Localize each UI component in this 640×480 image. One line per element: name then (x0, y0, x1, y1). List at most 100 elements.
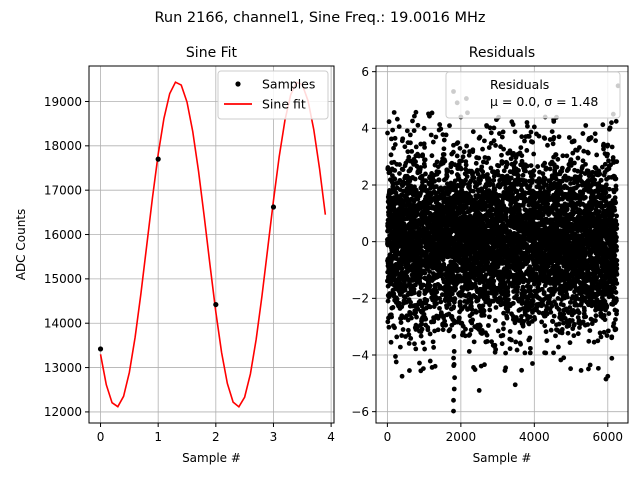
residual-point (518, 341, 523, 347)
residual-point (522, 138, 527, 144)
residual-point (477, 323, 483, 329)
residual-point (564, 206, 570, 212)
residual-point (509, 337, 514, 343)
residual-point (470, 188, 476, 194)
residual-point (535, 164, 541, 169)
residual-point (435, 327, 441, 333)
residual-point (394, 116, 400, 122)
residual-point (419, 321, 425, 327)
residual-point (522, 350, 528, 356)
legend-samples-marker (235, 81, 241, 87)
sine-fit-chart: Sine Fit 0 1 2 3 412000130001400015000160001… (14, 45, 335, 465)
residual-point (413, 346, 419, 352)
residual-point (417, 360, 422, 366)
residual-point (406, 154, 412, 160)
residual-point (484, 332, 490, 338)
residual-point (542, 323, 548, 329)
residual-point (469, 306, 475, 312)
residual-point (427, 304, 433, 310)
residual-point (418, 165, 424, 170)
residual-point (501, 321, 506, 326)
residual-point (390, 127, 396, 133)
residual-point (539, 319, 545, 325)
residual-point (453, 204, 458, 209)
residual-point (418, 244, 424, 250)
residual-point (548, 309, 554, 315)
residual-point (400, 327, 406, 332)
residual-point (437, 122, 443, 127)
residual-point (408, 335, 414, 341)
residual-point (528, 163, 534, 168)
residual-point (392, 142, 398, 147)
residual-point (553, 152, 559, 158)
residual-point (540, 171, 546, 177)
sine-fit-grid (89, 66, 334, 423)
residual-point (399, 304, 405, 310)
residual-point (408, 299, 413, 305)
sine-fit-ticks: 0 1 2 3 412000130001400015000160001700018000… (44, 95, 335, 444)
residual-point (427, 331, 433, 337)
sine-fit-title: Sine Fit (186, 45, 238, 61)
residual-point (528, 284, 533, 290)
residual-point (559, 327, 565, 332)
sine-fit-legend: Samples Sine fit (217, 70, 329, 120)
residual-point (451, 334, 457, 339)
residual-point (390, 305, 396, 310)
residual-point (428, 132, 434, 138)
residual-point (483, 272, 489, 278)
residual-point (416, 153, 422, 159)
residual-point (422, 157, 428, 163)
residual-point (519, 134, 525, 140)
residual-point (422, 270, 428, 276)
residuals-title: Residuals (469, 45, 535, 61)
sine-fit-xtick-label-4: 4 (327, 430, 335, 444)
residual-point (411, 113, 417, 119)
residual-point (449, 291, 455, 297)
residual-point (519, 300, 525, 306)
residual-point (556, 134, 562, 140)
residual-point (408, 311, 414, 316)
residual-point (543, 350, 549, 356)
residual-point (513, 339, 519, 345)
residual-point (441, 137, 447, 143)
residual-point (432, 178, 437, 184)
sine-fit-ytick-label-5: 17000 (44, 183, 82, 197)
sine-fit-ytick-label-1: 13000 (44, 361, 82, 375)
sine-fit-xtick-label-3: 3 (270, 430, 278, 444)
residual-point (520, 323, 526, 329)
residual-point (385, 130, 390, 136)
residual-point (531, 173, 537, 178)
sine-fit-xtick-label-2: 2 (212, 430, 220, 444)
residual-point (412, 341, 417, 347)
residual-point (487, 307, 493, 313)
residual-point (405, 149, 411, 155)
residual-point (385, 319, 391, 325)
residual-point (392, 176, 398, 182)
residual-point (420, 366, 426, 372)
sine-fit-samples-layer (97, 156, 277, 352)
residual-point (427, 283, 433, 289)
residual-point (551, 119, 557, 124)
residual-point (471, 339, 477, 345)
residual-point (385, 165, 391, 170)
residual-point (452, 296, 458, 302)
residual-point (556, 344, 561, 350)
residual-point (413, 310, 419, 315)
residual-point (493, 347, 499, 352)
sine-fit-xtick-label-0: 0 (97, 430, 105, 444)
residual-point (543, 329, 549, 335)
residual-point (524, 148, 530, 153)
residual-point (468, 327, 474, 333)
residual-point (493, 143, 498, 148)
legend-sine-fit-label: Sine fit (262, 97, 306, 112)
residual-point (429, 153, 435, 159)
residual-point (423, 316, 429, 322)
residual-point (449, 169, 455, 175)
residual-point (530, 298, 536, 304)
residual-point (414, 314, 419, 320)
residual-point (443, 322, 449, 328)
residual-point (423, 178, 429, 184)
residual-point (434, 301, 439, 306)
residual-point (424, 297, 430, 303)
residual-point (415, 122, 421, 128)
